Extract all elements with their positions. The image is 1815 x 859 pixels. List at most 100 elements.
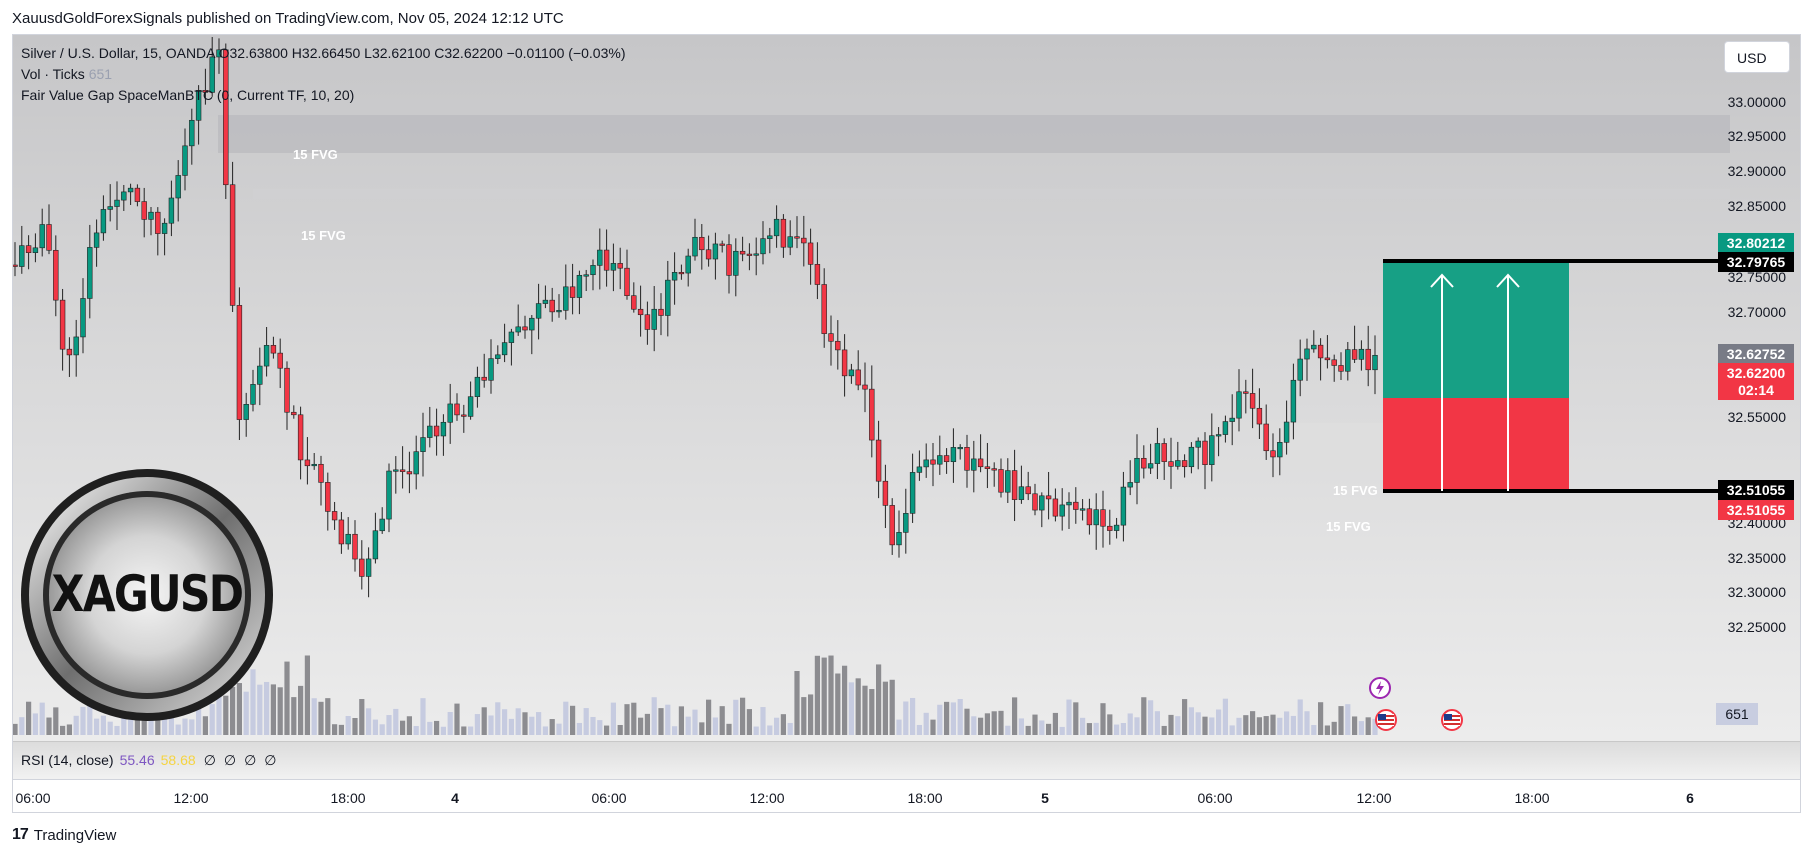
candle-body (1351, 349, 1358, 360)
candle-body (297, 414, 304, 461)
rsi-pane[interactable]: RSI (14, close) 55.46 58.68 ∅ ∅ ∅ ∅ (13, 741, 1800, 780)
time-tick: 18:00 (907, 790, 943, 806)
volume-bar (889, 679, 895, 735)
volume-bar (726, 723, 732, 735)
candle-body (950, 447, 957, 463)
volume-bar (1100, 703, 1106, 735)
candle-body (1079, 508, 1086, 511)
volume-bar (461, 726, 467, 735)
us-flag-icon[interactable] (1441, 709, 1463, 731)
candle-body (399, 469, 406, 472)
volume-bar (1120, 722, 1126, 735)
volume-bar (1134, 717, 1140, 735)
tradingview-logo-icon: 17 (12, 826, 29, 843)
candle-body (454, 403, 460, 416)
us-flag-icon[interactable] (1375, 709, 1397, 731)
volume-bar (814, 655, 820, 735)
candle-body (733, 250, 739, 276)
candle-body (393, 469, 399, 472)
price-chart[interactable] (13, 35, 1800, 741)
volume-bar (53, 707, 59, 735)
candle-body (671, 272, 678, 281)
volume-bar (570, 705, 576, 735)
price-label: 32.62200 (1718, 363, 1794, 381)
candle-body (855, 369, 861, 386)
volume-bar (1039, 720, 1045, 735)
candle-body (1209, 435, 1215, 465)
volume-bar (474, 714, 480, 735)
candle-body (821, 284, 827, 334)
volume-bar (1154, 711, 1160, 735)
volume-bar (876, 664, 882, 735)
volume-bar (801, 697, 807, 735)
time-tick: 12:00 (1356, 790, 1392, 806)
volume-bars (13, 655, 1378, 735)
candle-body (406, 471, 413, 475)
volume-bar (767, 725, 773, 735)
candle-body (488, 358, 494, 381)
candle-body (161, 222, 168, 234)
candle-body (1270, 450, 1276, 458)
volume-bar (794, 671, 800, 735)
volume-bar (1202, 716, 1208, 735)
candle-body (835, 340, 841, 351)
volume-bar (189, 719, 195, 735)
volume-bar (1352, 716, 1358, 735)
candle-body (182, 145, 188, 176)
candle-body (1372, 354, 1378, 371)
volume-bar (87, 702, 93, 735)
stop-loss-zone[interactable] (1383, 398, 1569, 491)
candle-body (189, 119, 195, 147)
volume-bar (1277, 717, 1283, 735)
candle-body (692, 236, 698, 257)
candle-body (1290, 379, 1297, 423)
volume-bar (386, 715, 392, 735)
currency-button[interactable]: USD (1724, 41, 1790, 73)
candle-body (569, 286, 576, 298)
volume-bar (393, 708, 399, 735)
volume-bar (13, 723, 18, 735)
volume-bar (658, 708, 664, 735)
volume-bar (808, 694, 814, 735)
candle-body (420, 437, 426, 452)
candle-body (1263, 423, 1269, 452)
volume-bar (930, 719, 936, 735)
volume-bar (1107, 714, 1113, 735)
volume-bar (869, 689, 875, 735)
time-axis[interactable]: 06:00 12:00 18:00 4 06:00 12:00 18:00 5 06:00 12:… (13, 779, 1800, 812)
volume-bar (1182, 699, 1188, 735)
volume-bar (318, 701, 324, 735)
volume-bar (1018, 718, 1024, 735)
candle-body (760, 238, 766, 255)
volume-bar (753, 726, 759, 735)
candle-body (937, 455, 943, 465)
brand-name: TradingView (33, 826, 117, 844)
candle-body (1141, 457, 1147, 469)
tradingview-footer[interactable]: 17 TradingView (12, 826, 116, 844)
lightning-icon[interactable] (1369, 677, 1391, 699)
candle-body (943, 455, 950, 463)
candle-body (726, 244, 732, 276)
chart-frame[interactable]: Silver / U.S. Dollar, 15, OANDA O32.6380… (12, 34, 1801, 813)
volume-bar (1229, 725, 1235, 735)
candle-body (610, 263, 617, 271)
price-pane[interactable]: Silver / U.S. Dollar, 15, OANDA O32.6380… (13, 35, 1800, 741)
candle-body (1052, 498, 1059, 517)
take-profit-zone[interactable] (1383, 261, 1569, 398)
volume-bar (787, 722, 793, 735)
volume-bar (719, 706, 725, 735)
volume-bar (991, 711, 997, 735)
volume-bar (1331, 721, 1337, 735)
candle-body (576, 274, 583, 298)
volume-bar (549, 719, 555, 735)
candle-body (1324, 357, 1331, 361)
price-label: 32.62752 (1718, 344, 1794, 364)
volume-bar (916, 724, 922, 735)
volume-bar (325, 698, 331, 735)
candle-body (1236, 391, 1242, 419)
volume-bar (651, 697, 657, 735)
candle-body (19, 245, 25, 267)
candlesticks (13, 37, 1378, 598)
candle-body (474, 376, 481, 397)
volume-bar (1290, 715, 1296, 735)
